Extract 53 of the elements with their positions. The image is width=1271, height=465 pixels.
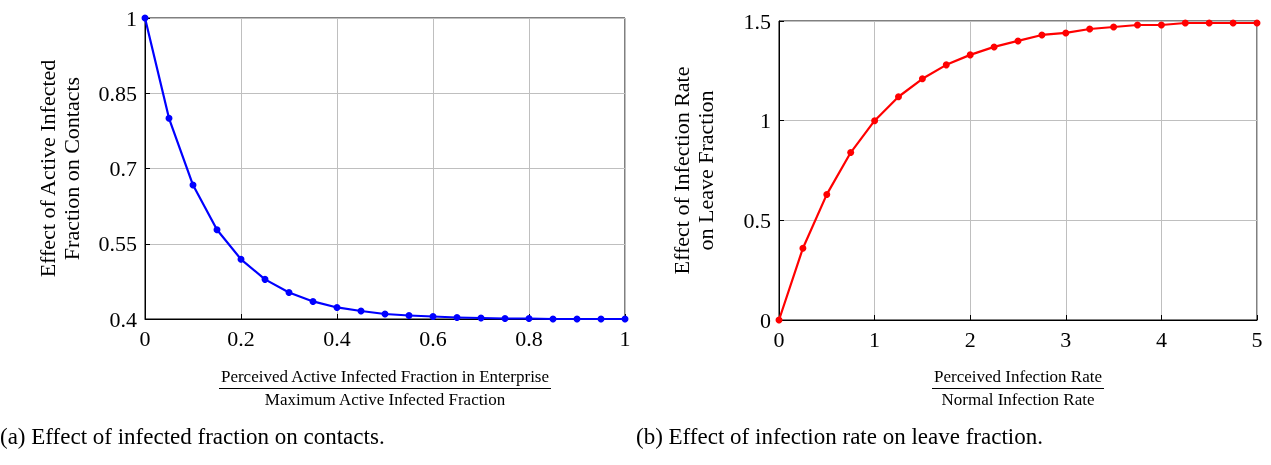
point [501, 315, 509, 322]
point [1110, 23, 1118, 31]
x-tick-label: 1 [619, 325, 631, 351]
point [871, 117, 879, 125]
y-axis-title: Effect of Infection Rate on Leave Fraction [668, 66, 718, 275]
point [525, 315, 533, 322]
point [1086, 25, 1094, 33]
point [1205, 19, 1213, 27]
y-tick-label: 0.85 [98, 80, 137, 106]
point [966, 51, 974, 59]
y-tick-label: 1 [126, 5, 137, 31]
x-tick-label: 0.2 [227, 325, 255, 351]
point [429, 312, 437, 320]
point [165, 114, 173, 122]
point [237, 255, 245, 263]
point [823, 190, 831, 198]
point [918, 75, 926, 83]
y-tick-label: 0.55 [98, 231, 137, 257]
point [309, 297, 317, 305]
point [405, 311, 413, 319]
y-axis-title: Effect of Active Infected Fraction on Contacts [34, 59, 84, 278]
point [333, 303, 341, 311]
y-tick-label: 0.5 [743, 207, 771, 233]
text: (a) Effect of infected fraction on contacts. [0, 424, 385, 450]
x-tick-label: 3 [1060, 326, 1072, 352]
point [1062, 29, 1070, 37]
x-tick-label: 1 [869, 326, 881, 352]
x-tick-label: 0.6 [419, 325, 447, 351]
x-tick-label: 0.8 [515, 325, 543, 351]
point [847, 149, 855, 157]
x-tick-label: 4 [1155, 326, 1167, 352]
point [213, 226, 221, 234]
y-tick-label: 0.4 [109, 306, 137, 332]
x-tick-label: 0.4 [323, 325, 351, 351]
y-tick-label: 1 [760, 108, 771, 134]
x-axis-title: Perceived Active Infected Fraction in Enterprise Maximum Active Infected Fraction [219, 366, 551, 411]
point [1134, 21, 1141, 29]
point [261, 275, 269, 283]
point [1181, 19, 1189, 27]
y-tick-label: 1.5 [743, 8, 771, 34]
point [285, 288, 293, 296]
point [895, 93, 902, 101]
point [942, 61, 950, 69]
point [799, 244, 807, 252]
point [453, 314, 461, 321]
x-tick-label: 5 [1251, 326, 1263, 352]
y-tick-label: 0 [760, 307, 771, 333]
point [1038, 31, 1046, 39]
y-tick-label: 0.7 [109, 156, 137, 181]
point [1157, 21, 1165, 29]
text: (b) Effect of infection rate on leave fraction. [636, 424, 1043, 450]
x-axis-title: Perceived Infection Rate Normal Infection Rate [932, 366, 1103, 411]
x-tick-label: 2 [964, 326, 976, 352]
